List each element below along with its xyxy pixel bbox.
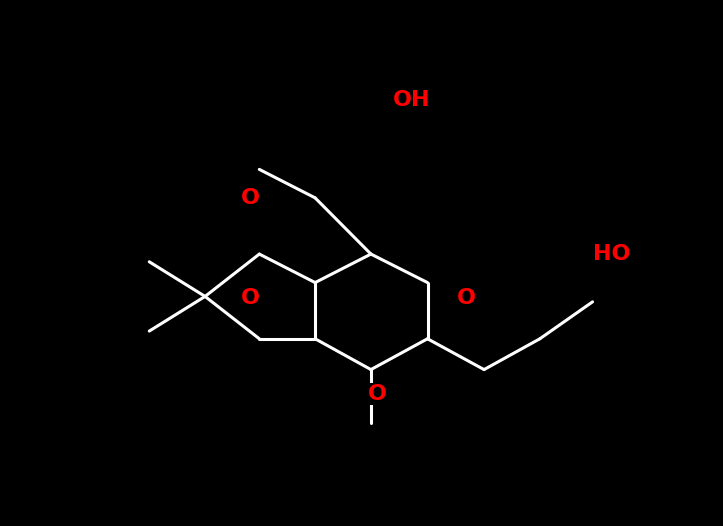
Text: HO: HO (593, 244, 630, 264)
Text: O: O (241, 288, 260, 308)
Text: O: O (367, 384, 387, 404)
Text: OH: OH (393, 90, 430, 110)
Text: O: O (241, 188, 260, 208)
Text: O: O (457, 288, 476, 308)
